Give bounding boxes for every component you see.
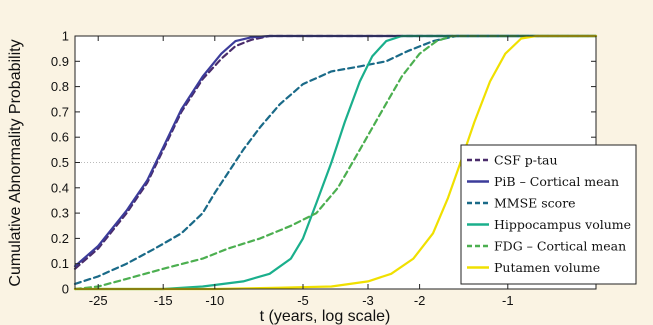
y-tick-label: 0.6 (51, 130, 69, 145)
x-tick-label: -15 (154, 293, 173, 308)
y-tick-label: 0.7 (51, 104, 69, 119)
y-tick-label: 0.3 (51, 206, 69, 221)
y-tick-label: 1 (62, 29, 69, 44)
x-tick-label: -2 (414, 293, 426, 308)
x-tick-label: -10 (205, 293, 224, 308)
legend-label-0: CSF p-tau (494, 153, 558, 168)
legend-label-5: Putamen volume (494, 260, 600, 275)
x-tick-label: -25 (89, 293, 108, 308)
y-tick-label: 0.5 (51, 155, 69, 170)
y-tick-label: 0.4 (51, 180, 69, 195)
y-tick-label: 0 (62, 282, 69, 297)
y-tick-label: 0.8 (51, 79, 69, 94)
y-axis-label: Cumulative Abnormality Probability (7, 39, 24, 286)
legend-label-4: FDG – Cortical mean (494, 239, 626, 254)
y-tick-label: 0.1 (51, 256, 69, 271)
x-axis-label: t (years, log scale) (260, 308, 391, 325)
x-tick-label: -1 (502, 293, 514, 308)
y-tick-label: 0.9 (51, 54, 69, 69)
x-tick-label: -3 (362, 293, 374, 308)
legend-label-1: PiB – Cortical mean (494, 174, 619, 189)
x-tick-label: -5 (297, 293, 309, 308)
legend-label-3: Hippocampus volume (494, 217, 631, 232)
y-tick-label: 0.2 (51, 231, 69, 246)
legend-label-2: MMSE score (494, 196, 576, 211)
